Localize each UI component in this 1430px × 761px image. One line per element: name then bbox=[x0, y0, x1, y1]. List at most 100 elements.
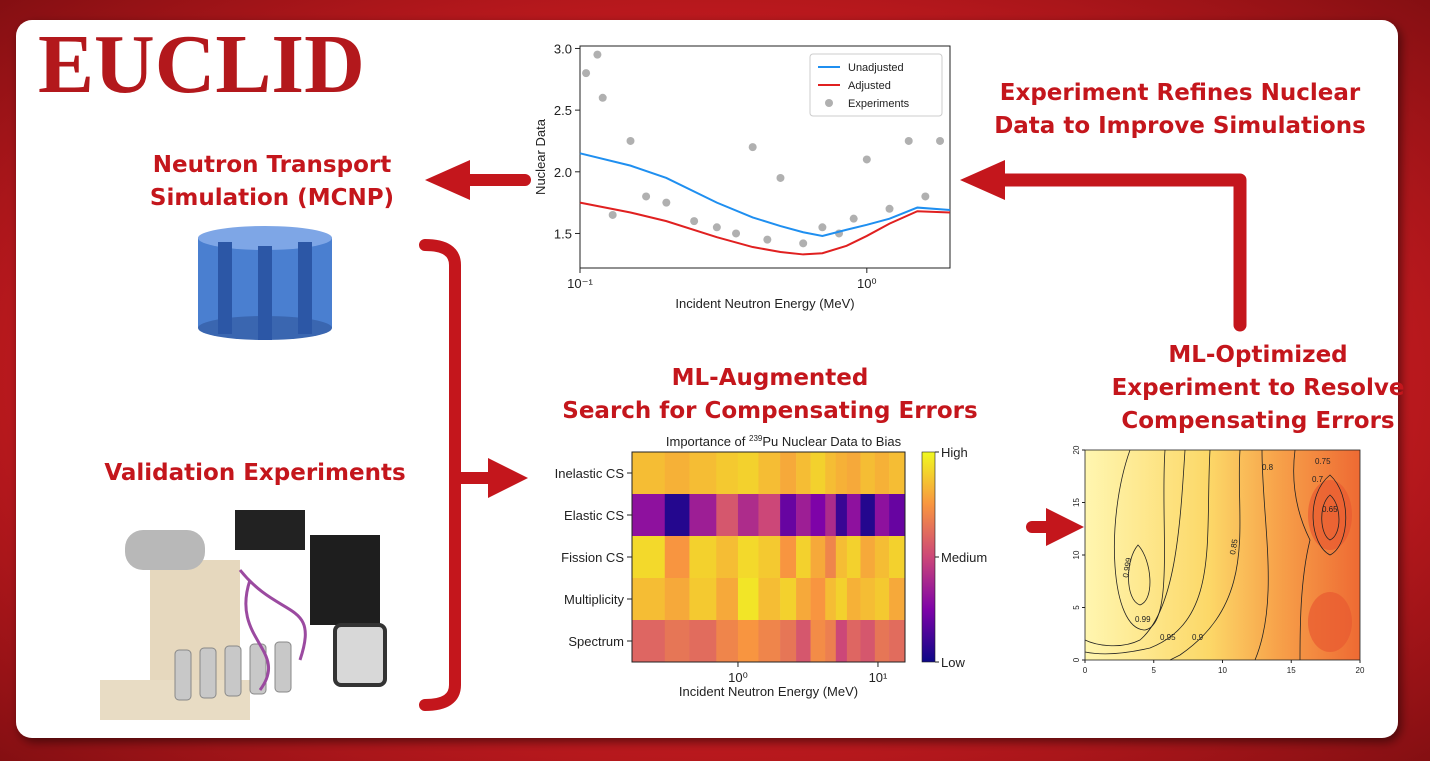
experiment-point bbox=[886, 205, 894, 213]
experiment-point bbox=[818, 223, 826, 231]
colorbar bbox=[922, 452, 935, 662]
x-axis-label: Incident Neutron Energy (MeV) bbox=[679, 684, 858, 699]
heatmap-cell bbox=[758, 620, 780, 662]
experiment-point bbox=[763, 236, 771, 244]
heatmap-cell bbox=[758, 536, 780, 578]
row-label: Multiplicity bbox=[564, 592, 624, 607]
y-axis-label: Nuclear Data bbox=[533, 118, 548, 195]
heatmap-cell bbox=[665, 536, 690, 578]
heatmap-cell bbox=[665, 620, 690, 662]
experiment-point bbox=[905, 137, 913, 145]
contour-plot: 0.999 0.99 0.95 0.9 0.85 0.8 0.75 0.7 0.… bbox=[1072, 445, 1365, 675]
heatmap-cell bbox=[689, 578, 716, 620]
contour-label: 0.65 bbox=[1322, 505, 1338, 514]
y-tick-label: 10 bbox=[1072, 550, 1081, 559]
x-tick-label: 10⁰ bbox=[728, 670, 748, 685]
heatmap-cell bbox=[836, 452, 847, 494]
heatmap-cell bbox=[716, 536, 738, 578]
case bbox=[310, 535, 380, 625]
heatmap-cell bbox=[889, 620, 905, 662]
detector bbox=[125, 530, 205, 570]
heatmap-cell bbox=[847, 494, 861, 536]
experiment-point bbox=[609, 211, 617, 219]
heading-line: Experiment to Resolve bbox=[1112, 375, 1405, 401]
heatmap-cell bbox=[860, 620, 875, 662]
heatmap-cell bbox=[825, 494, 836, 536]
experiment-point bbox=[863, 155, 871, 163]
title: EUCLID bbox=[38, 18, 365, 111]
heatmap-cell bbox=[738, 494, 759, 536]
heatmap-cell bbox=[796, 536, 811, 578]
contour-label: 0.75 bbox=[1315, 457, 1331, 466]
heading: Validation Experiments bbox=[104, 460, 405, 486]
rod bbox=[218, 242, 232, 334]
heatmap-cell bbox=[689, 620, 716, 662]
contour-label: 0.7 bbox=[1312, 475, 1324, 484]
heatmap-cell bbox=[825, 452, 836, 494]
colorbar-label: Medium bbox=[941, 550, 987, 565]
heatmap-cell bbox=[716, 620, 738, 662]
heatmap-cell bbox=[860, 536, 875, 578]
heatmap-cell bbox=[875, 536, 890, 578]
heatmap-cell bbox=[738, 536, 759, 578]
heading-line: Simulation (MCNP) bbox=[150, 185, 394, 211]
x-tick-label: 10⁰ bbox=[857, 276, 877, 291]
heatmap-cell bbox=[689, 494, 716, 536]
heading-line: Search for Compensating Errors bbox=[562, 398, 977, 424]
infographic: EUCLID Experiment Refines NuclearData to… bbox=[0, 0, 1430, 761]
heatmap-cell bbox=[825, 536, 836, 578]
y-tick-label: 0 bbox=[1072, 657, 1081, 662]
heatmap-cell bbox=[780, 452, 796, 494]
heatmap-cell bbox=[847, 578, 861, 620]
x-tick-label: 10 bbox=[1218, 666, 1227, 675]
heatmap-cell bbox=[889, 578, 905, 620]
heatmap-cell bbox=[875, 494, 890, 536]
heatmap-cell bbox=[825, 620, 836, 662]
x-tick-label: 10¹ bbox=[869, 670, 888, 685]
heatmap-cell bbox=[811, 578, 826, 620]
experiment-point bbox=[713, 223, 721, 231]
heatmap-cell bbox=[811, 536, 826, 578]
contour-label: 0.9 bbox=[1192, 633, 1204, 642]
heatmap-cell bbox=[796, 452, 811, 494]
row-label: Elastic CS bbox=[564, 508, 624, 523]
heatmap-cell bbox=[889, 536, 905, 578]
heatmap-cell bbox=[716, 494, 738, 536]
heatmap-cell bbox=[632, 494, 665, 536]
experiment-point bbox=[642, 192, 650, 200]
heatmap-cell bbox=[632, 578, 665, 620]
y-tick-label: 5 bbox=[1072, 605, 1081, 610]
heatmap-cell bbox=[665, 494, 690, 536]
heatmap-cell bbox=[632, 536, 665, 578]
heatmap-cell bbox=[758, 452, 780, 494]
y-tick-label: 2.0 bbox=[554, 165, 572, 180]
heatmap-cell bbox=[665, 452, 690, 494]
heatmap-cell bbox=[847, 620, 861, 662]
experiment-point bbox=[921, 192, 929, 200]
heatmap-cell bbox=[738, 620, 759, 662]
heading-line: Experiment Refines Nuclear bbox=[1000, 80, 1361, 106]
y-tick-label: 2.5 bbox=[554, 103, 572, 118]
heatmap-cell bbox=[665, 578, 690, 620]
mcnp-model bbox=[198, 226, 332, 340]
legend-swatch bbox=[825, 99, 833, 107]
heatmap-cell bbox=[796, 494, 811, 536]
contour-field bbox=[1308, 592, 1352, 652]
title-part: 239 bbox=[749, 434, 763, 443]
heatmap-cell bbox=[689, 536, 716, 578]
heading-line: ML-Augmented bbox=[672, 365, 869, 391]
heatmap-cell bbox=[847, 536, 861, 578]
heading-line: Compensating Errors bbox=[1121, 408, 1394, 434]
heatmap-title: Importance of 239Pu Nuclear Data to Bias bbox=[666, 434, 902, 449]
x-axis-label: Incident Neutron Energy (MeV) bbox=[675, 296, 854, 311]
row-label: Spectrum bbox=[568, 634, 624, 649]
legend-label: Experiments bbox=[848, 98, 910, 110]
heatmap-cell bbox=[632, 620, 665, 662]
x-tick-label: 10⁻¹ bbox=[567, 276, 593, 291]
experiment-point bbox=[593, 51, 601, 59]
experiment-point bbox=[599, 94, 607, 102]
x-tick-label: 20 bbox=[1356, 666, 1365, 675]
y-tick-label: 20 bbox=[1072, 445, 1081, 454]
heatmap-cell bbox=[875, 452, 890, 494]
heatmap-cell bbox=[836, 536, 847, 578]
